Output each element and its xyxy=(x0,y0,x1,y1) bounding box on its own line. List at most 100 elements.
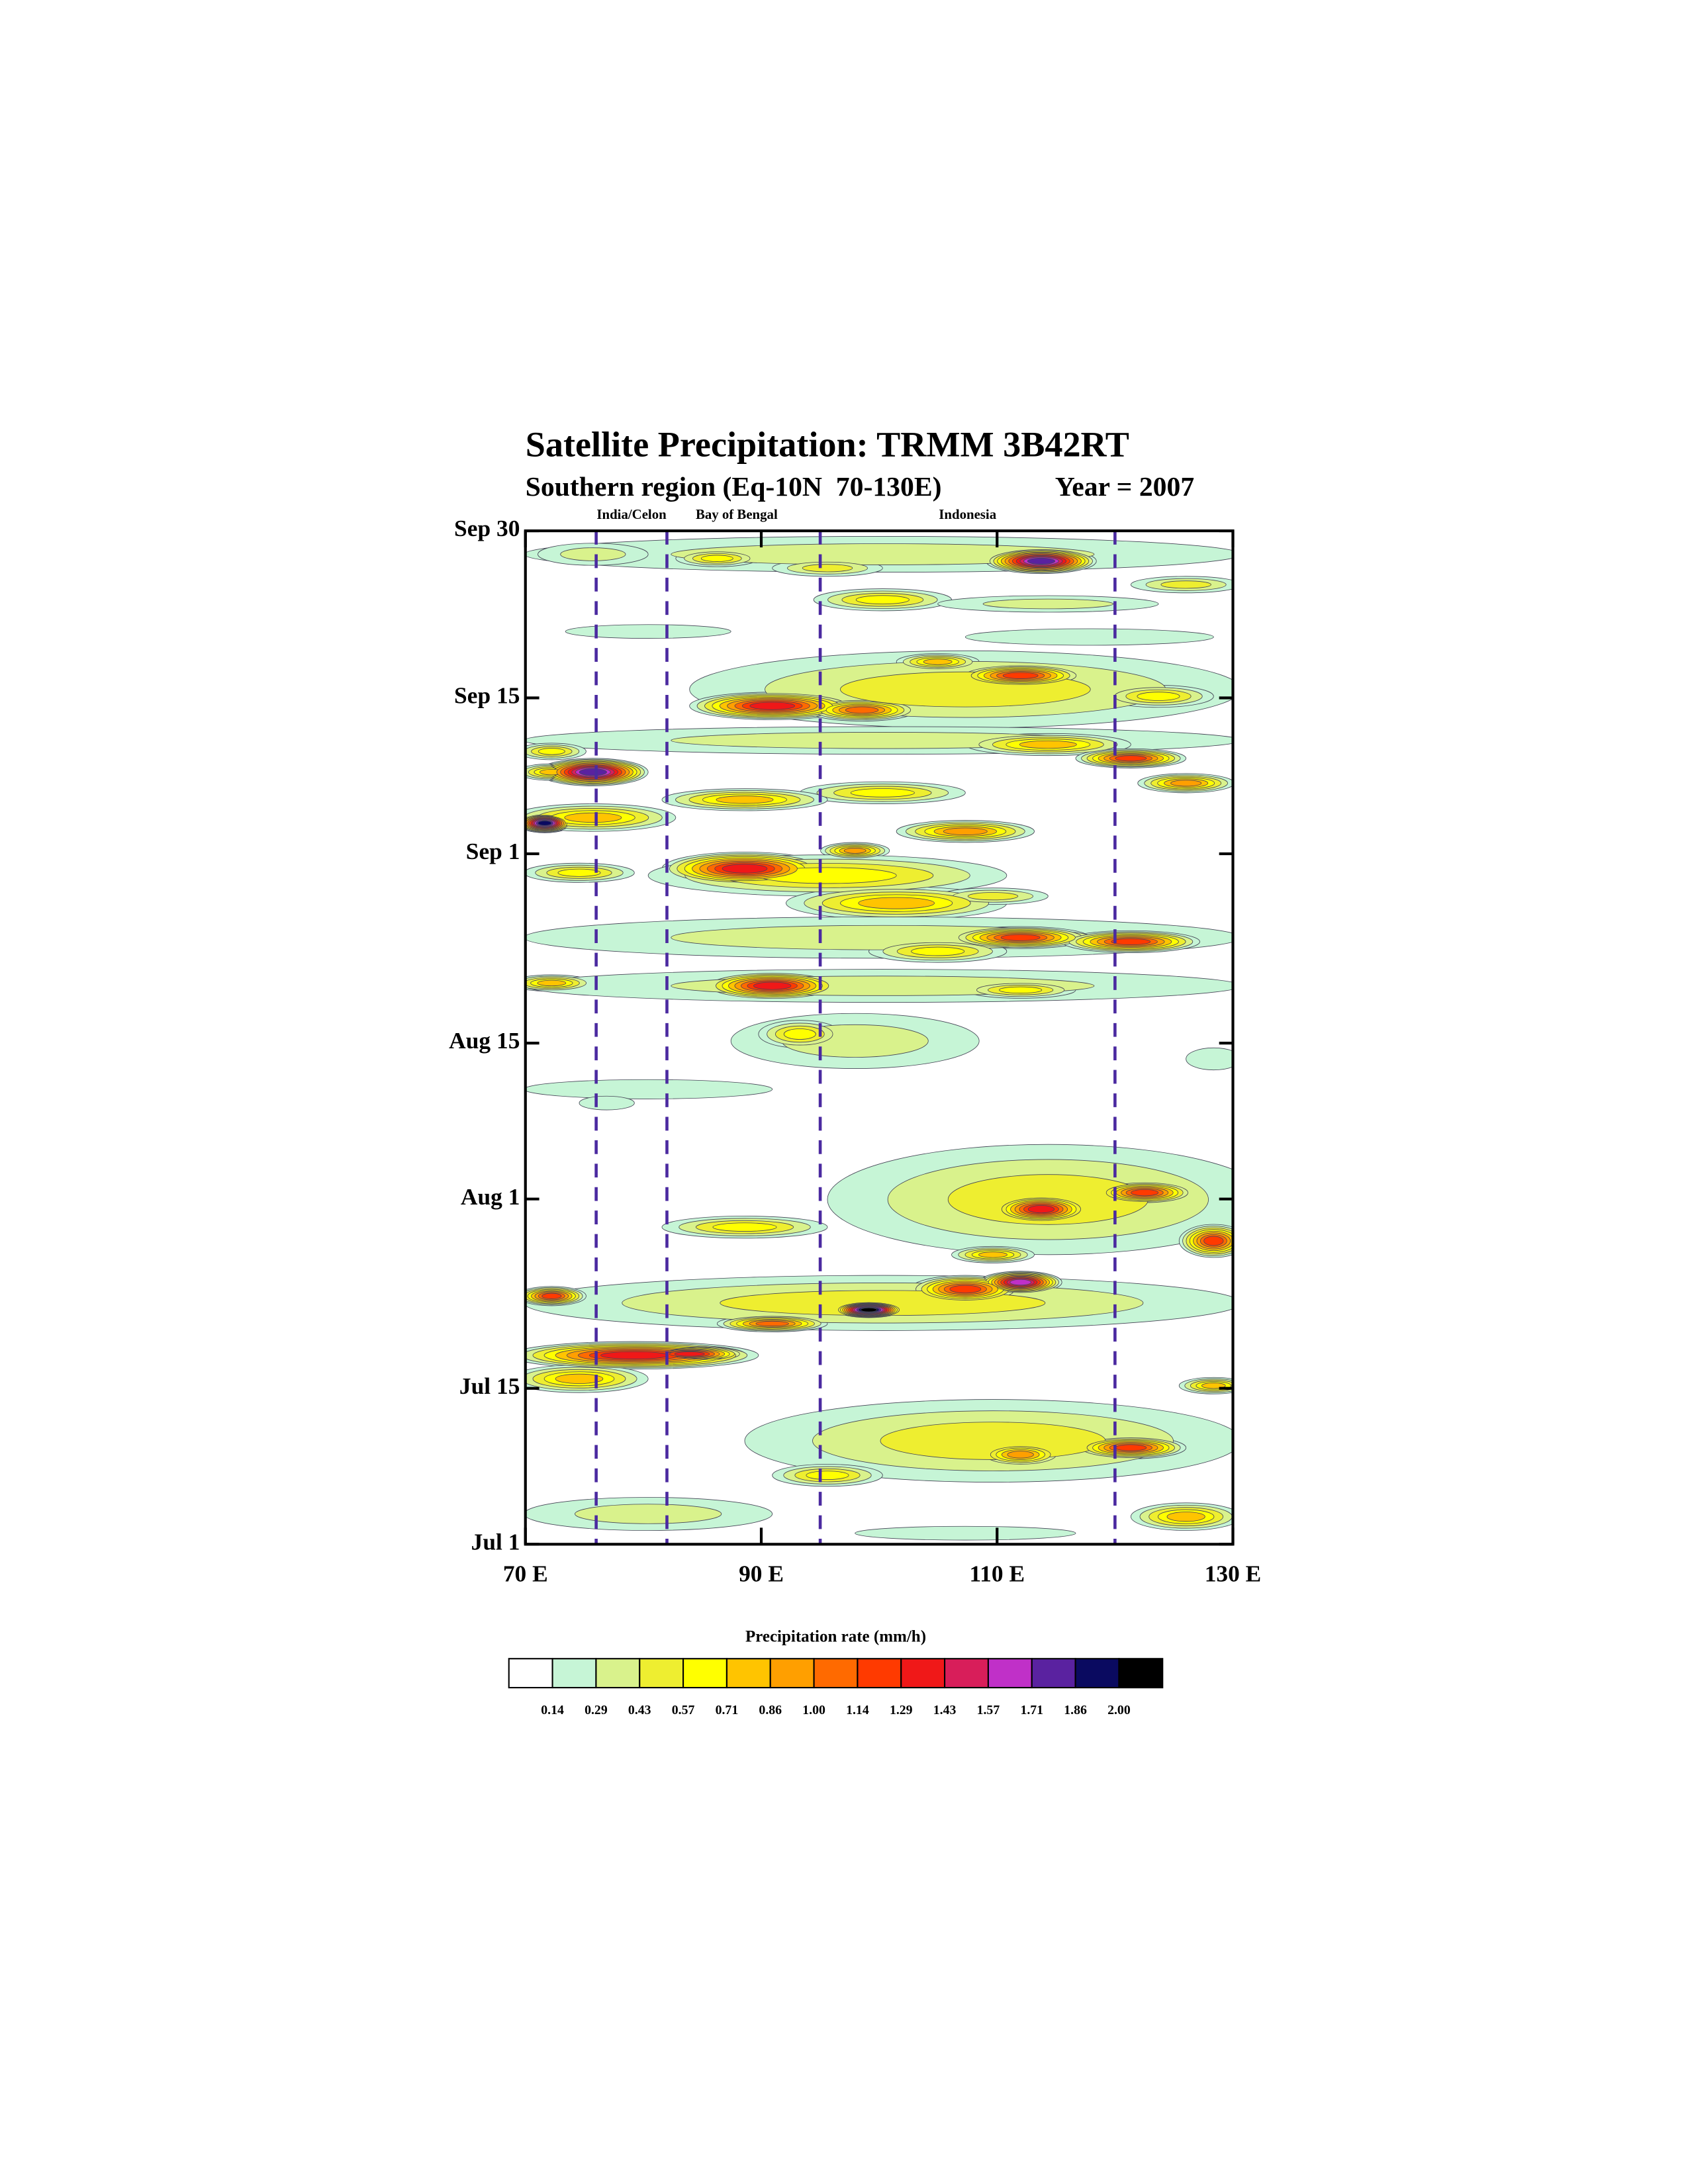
contour-region xyxy=(755,1320,789,1327)
y-tick-label: Aug 15 xyxy=(449,1027,520,1054)
contour-region xyxy=(575,1504,722,1524)
colorbar-box xyxy=(944,1658,989,1689)
colorbar-tick-label: 1.29 xyxy=(890,1703,913,1717)
contour-region xyxy=(564,812,622,823)
contour-region xyxy=(1186,1047,1233,1071)
contour-region xyxy=(538,820,552,826)
contour-region xyxy=(749,702,795,710)
contour-region xyxy=(671,543,1095,565)
contour-region xyxy=(806,1471,849,1480)
contour-region xyxy=(1000,934,1041,941)
contour-region xyxy=(845,706,879,714)
contour-region xyxy=(753,981,792,990)
contour-region xyxy=(949,1285,982,1294)
year-label: Year = 2007 xyxy=(1055,472,1194,502)
contour-region xyxy=(783,1028,816,1040)
region-label: Bay of Bengal xyxy=(696,506,778,522)
colorbar-tick-label: 0.43 xyxy=(628,1703,651,1717)
contour-region xyxy=(1115,755,1147,762)
contour-region xyxy=(1166,1512,1205,1522)
colorbar-label: Precipitation rate (mm/h) xyxy=(745,1628,926,1646)
contour-region xyxy=(964,628,1214,646)
contour-region xyxy=(1115,1444,1147,1451)
contour-region xyxy=(911,946,965,956)
colorbar-box xyxy=(551,1658,597,1689)
y-tick-label: Sep 30 xyxy=(454,515,520,541)
contour-region xyxy=(541,1293,562,1299)
contour-region xyxy=(722,864,768,874)
contour-region xyxy=(858,897,935,909)
colorbar-box xyxy=(1118,1658,1164,1689)
region-label: Indonesia xyxy=(939,506,996,522)
colorbar-tick-label: 2.00 xyxy=(1107,1703,1131,1717)
contour-region xyxy=(1137,692,1180,701)
colorbar-tick-label: 1.71 xyxy=(1020,1703,1043,1717)
colorbar-box xyxy=(726,1658,771,1689)
contour-region xyxy=(579,1095,635,1111)
y-tick-label: Jul 15 xyxy=(459,1373,520,1399)
y-tick-label: Aug 1 xyxy=(461,1183,520,1210)
colorbar-tick-label: 0.86 xyxy=(759,1703,782,1717)
contour-region xyxy=(802,564,853,572)
x-tick-label: 90 E xyxy=(739,1560,784,1586)
colorbar-tick-label: 0.29 xyxy=(585,1703,608,1717)
contour-region xyxy=(1002,672,1039,679)
contour-region xyxy=(1203,1236,1224,1246)
contour-region xyxy=(855,595,910,605)
contour-region xyxy=(923,659,953,665)
contour-region xyxy=(1027,1205,1055,1214)
contour-region xyxy=(1009,1279,1031,1286)
contour-region xyxy=(565,624,731,639)
contour-region xyxy=(855,1525,1076,1541)
chart-title: Satellite Precipitation: TRMM 3B42RT xyxy=(526,425,1129,465)
colorbar-tick-label: 1.86 xyxy=(1064,1703,1087,1717)
contour-region xyxy=(712,1222,777,1232)
chart-subtitle: Southern region (Eq-10N 70-130E) xyxy=(526,472,942,502)
contour-region xyxy=(1007,1451,1034,1459)
contour-region xyxy=(1111,938,1151,946)
contour-region xyxy=(560,547,626,561)
y-tick-label: Sep 1 xyxy=(466,838,520,864)
colorbar-box xyxy=(595,1658,641,1689)
colorbar-tick-label: 0.57 xyxy=(672,1703,695,1717)
x-tick-label: 70 E xyxy=(503,1560,548,1586)
colorbar-box xyxy=(987,1658,1033,1689)
colorbar-box xyxy=(639,1658,684,1689)
contour-region xyxy=(716,796,774,804)
contour-region xyxy=(557,868,601,877)
x-tick-label: 110 E xyxy=(969,1560,1025,1586)
precipitation-field xyxy=(525,536,1233,1541)
contour-region xyxy=(674,1351,705,1357)
colorbar-tick-label: 1.00 xyxy=(802,1703,825,1717)
contour-region xyxy=(600,1351,669,1359)
contour-region xyxy=(579,768,607,776)
contour-region xyxy=(860,1307,878,1312)
colorbar-tick-label: 1.14 xyxy=(846,1703,869,1717)
colorbar-box xyxy=(900,1658,946,1689)
contour-region xyxy=(525,1079,773,1099)
y-tick-label: Sep 15 xyxy=(454,682,520,709)
plot-frame xyxy=(524,529,1235,1546)
colorbar-box xyxy=(857,1658,902,1689)
contour-region xyxy=(555,1373,604,1384)
region-label: India/Celon xyxy=(596,506,667,522)
contour-region xyxy=(943,827,988,835)
contour-region xyxy=(1019,740,1077,749)
contour-region xyxy=(1160,580,1211,589)
x-tick-label: 130 E xyxy=(1205,1560,1262,1586)
contour-region xyxy=(999,986,1043,994)
contour-region xyxy=(978,1251,1008,1258)
y-tick-label: Jul 1 xyxy=(471,1528,520,1555)
colorbar-box xyxy=(769,1658,815,1689)
contour-region xyxy=(1170,780,1202,787)
contour-region xyxy=(538,748,565,755)
contour-region xyxy=(843,848,867,854)
colorbar-box xyxy=(1074,1658,1120,1689)
colorbar-tick-label: 1.57 xyxy=(977,1703,1000,1717)
contour-region xyxy=(850,788,915,797)
colorbar-tick-label: 0.14 xyxy=(541,1703,564,1717)
contour-region xyxy=(1027,557,1056,565)
